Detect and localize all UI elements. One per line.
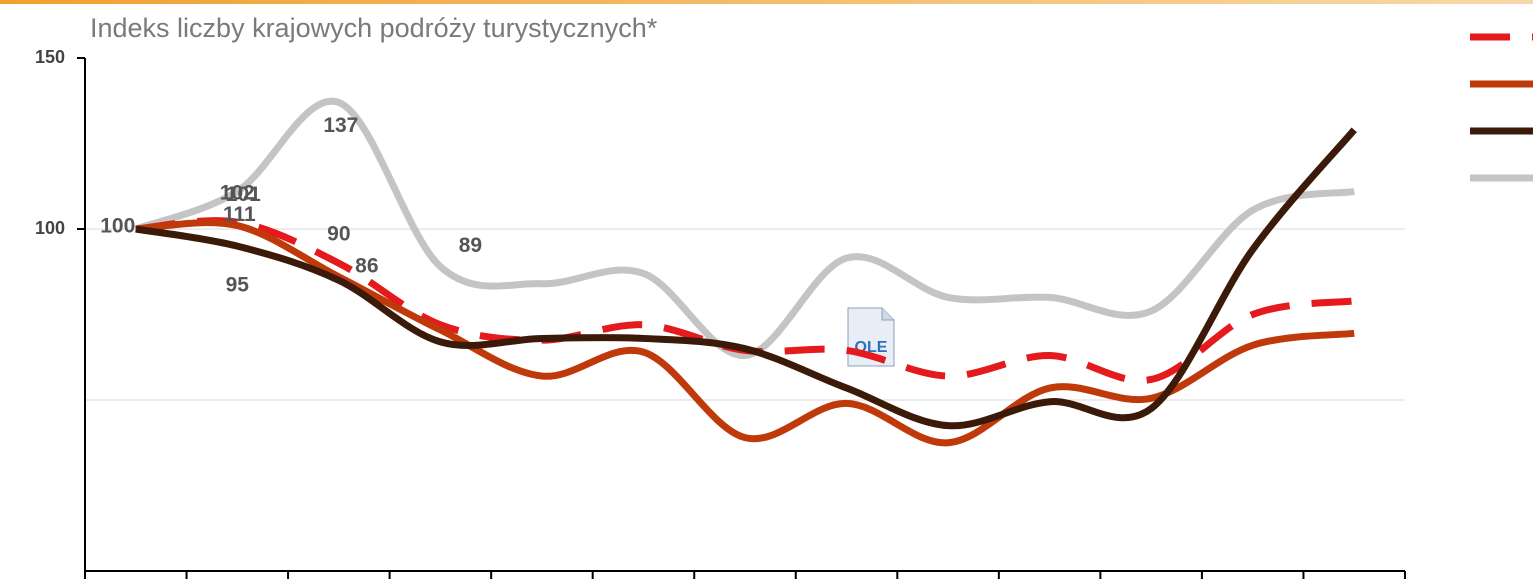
data-label: 95 <box>226 274 250 297</box>
data-label: 90 <box>327 223 350 246</box>
top-bar <box>0 0 1533 4</box>
series-line <box>135 127 1357 430</box>
chart-title: Indeks liczby krajowych podróży turystyc… <box>90 13 658 43</box>
data-label: 89 <box>459 234 482 257</box>
series-line <box>134 97 1355 360</box>
data-label: 86 <box>355 254 378 277</box>
data-label: 111 <box>223 203 256 226</box>
y-tick-label: 100 <box>35 218 65 238</box>
data-label: 101 <box>226 183 261 206</box>
y-tick-label: 150 <box>35 47 65 67</box>
data-label: 137 <box>323 114 358 137</box>
data-label: 102 <box>220 182 255 205</box>
data-label: 100 <box>100 215 135 238</box>
